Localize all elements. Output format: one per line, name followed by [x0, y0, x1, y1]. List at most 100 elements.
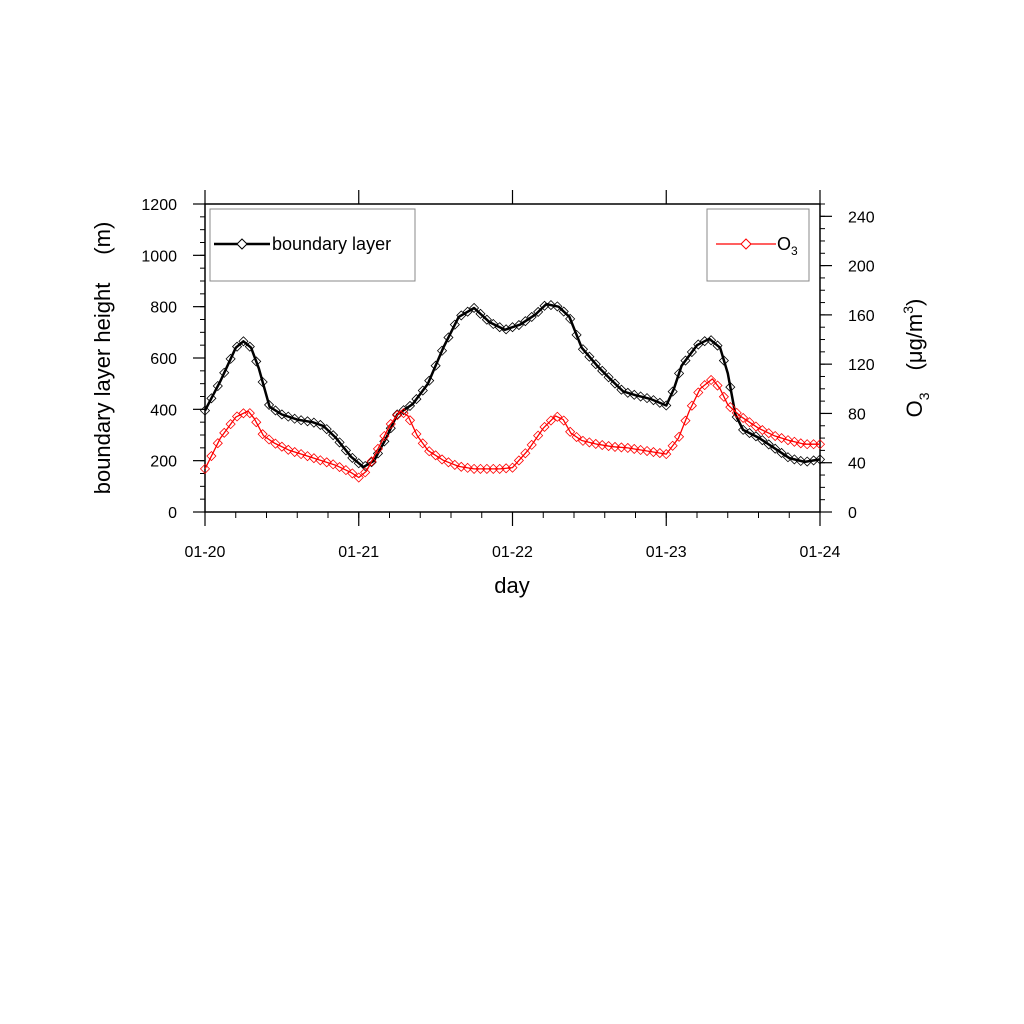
data-point [468, 302, 480, 314]
data-point [545, 415, 557, 426]
o3-unit-close: ) [902, 299, 927, 306]
data-point [315, 419, 326, 430]
y-axis-left-title: boundary layer height [90, 283, 115, 495]
o3-unit: (μg/m [902, 314, 927, 371]
legend-group: boundary layer O3 [209, 208, 810, 282]
data-point [712, 380, 723, 391]
data-point [366, 456, 377, 467]
data-point [494, 322, 505, 333]
data-point [597, 365, 608, 376]
data-point [520, 316, 531, 327]
data-point [456, 310, 467, 321]
data-point [462, 462, 473, 473]
data-point [385, 423, 396, 434]
data-point [718, 355, 729, 366]
data-point [513, 455, 524, 466]
data-point [750, 431, 762, 442]
data-point [533, 430, 544, 441]
data-point [571, 431, 582, 443]
data-point [424, 375, 435, 386]
data-point [212, 438, 223, 449]
data-point [347, 452, 358, 463]
data-point [270, 405, 281, 416]
data-point [424, 446, 435, 457]
data-point [417, 438, 428, 449]
data-point [251, 356, 262, 367]
data-point [654, 448, 665, 459]
y-left-tick-label: 0 [168, 505, 177, 522]
data-point [475, 308, 486, 319]
data-point [334, 461, 345, 473]
plot-frame: 01-20 01-21 01-22 01-23 01-24020040060080010… [141, 190, 875, 561]
data-point [276, 409, 287, 420]
data-point [667, 386, 678, 397]
data-point [706, 335, 717, 346]
data-point [372, 448, 384, 459]
data-point [757, 435, 768, 446]
data-point [283, 444, 294, 455]
data-point [795, 455, 806, 467]
data-point [686, 400, 697, 411]
data-point [577, 435, 589, 446]
y-right-tick-label: 160 [848, 308, 875, 325]
data-point [231, 341, 243, 352]
data-point [411, 428, 422, 440]
x-tick-label: 01-23 [646, 544, 687, 561]
data-point [308, 453, 319, 464]
data-point [699, 380, 710, 391]
data-point [257, 429, 268, 440]
data-point [654, 397, 665, 408]
data-point [661, 449, 672, 460]
legend-box [706, 208, 810, 282]
y-right-tick-label: 0 [848, 505, 857, 522]
data-point [533, 306, 544, 317]
data-point [315, 455, 326, 466]
data-point [302, 416, 313, 427]
data-point [545, 299, 557, 311]
data-point [263, 434, 275, 445]
data-point [257, 376, 268, 388]
data-point [379, 436, 390, 447]
y-left-tick-label: 1200 [141, 197, 177, 214]
data-point [686, 346, 697, 358]
data-point [558, 306, 569, 317]
data-point [750, 421, 762, 432]
data-point [680, 415, 691, 426]
data-point [648, 395, 659, 406]
data-point [360, 460, 371, 472]
data-point [199, 405, 211, 416]
data-point [308, 417, 319, 428]
data-point [629, 389, 640, 400]
data-point [814, 454, 826, 465]
data-point [219, 367, 230, 378]
x-tick-label: 01-20 [185, 544, 226, 561]
data-point [449, 459, 460, 470]
data-point [219, 427, 230, 438]
data-point [782, 452, 794, 463]
data-point [244, 408, 255, 419]
o3-unit-superscript: 3 [900, 306, 916, 314]
data-point [763, 428, 774, 439]
data-point [609, 378, 621, 389]
data-point [661, 400, 672, 411]
legend-label: boundary layer [272, 234, 391, 254]
data-point [590, 359, 601, 370]
data-point [552, 301, 563, 312]
data-point [584, 351, 595, 362]
data-point [757, 425, 768, 436]
y-right-tick-label: 200 [848, 259, 875, 276]
legend-o3: O3 [706, 208, 810, 282]
data-point [321, 457, 332, 468]
data-point [789, 454, 800, 465]
data-point [641, 393, 653, 404]
data-point [436, 454, 448, 465]
data-point [641, 445, 653, 457]
legend-boundary-layer: boundary layer [209, 208, 416, 282]
data-point [206, 450, 217, 462]
y-left-tick-label: 600 [150, 351, 177, 368]
data-point [244, 341, 255, 352]
x-tick-label: 01-24 [800, 544, 841, 561]
data-point [353, 472, 364, 483]
legend-marker [236, 238, 248, 250]
